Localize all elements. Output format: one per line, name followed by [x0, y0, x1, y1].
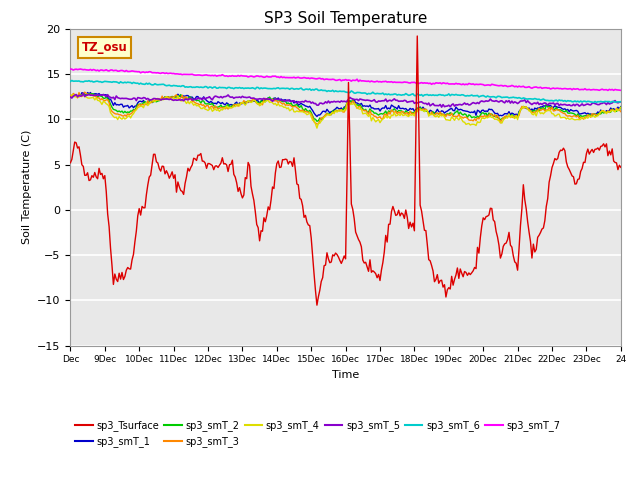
sp3_smT_3	[294, 106, 302, 111]
sp3_smT_1	[79, 90, 87, 96]
sp3_smT_5	[79, 91, 87, 96]
sp3_smT_1	[313, 114, 321, 120]
sp3_smT_5	[617, 99, 625, 105]
sp3_smT_6	[68, 78, 76, 84]
sp3_smT_3	[452, 113, 460, 119]
sp3_smT_5	[116, 96, 124, 101]
sp3_smT_2	[313, 119, 321, 124]
sp3_smT_4	[360, 110, 368, 116]
sp3_smT_1	[294, 103, 302, 108]
sp3_smT_7	[604, 87, 612, 93]
sp3_smT_4	[116, 115, 124, 121]
sp3_smT_5	[81, 94, 88, 99]
sp3_smT_2	[116, 109, 124, 115]
sp3_smT_1	[116, 101, 124, 107]
sp3_smT_1	[452, 104, 460, 110]
sp3_smT_2	[452, 109, 460, 115]
Title: SP3 Soil Temperature: SP3 Soil Temperature	[264, 11, 428, 26]
sp3_Tsurface	[67, 160, 74, 166]
sp3_smT_5	[359, 97, 367, 103]
sp3_smT_5	[433, 103, 441, 108]
sp3_smT_6	[359, 90, 367, 96]
sp3_smT_1	[86, 90, 94, 96]
sp3_smT_7	[67, 66, 74, 72]
sp3_smT_4	[313, 125, 321, 131]
Line: sp3_smT_6: sp3_smT_6	[70, 81, 621, 103]
sp3_smT_6	[81, 78, 88, 84]
sp3_smT_4	[67, 94, 74, 100]
sp3_smT_5	[438, 104, 445, 110]
sp3_smT_6	[589, 100, 597, 106]
Line: sp3_smT_5: sp3_smT_5	[70, 94, 621, 107]
sp3_smT_1	[67, 94, 74, 99]
Text: TZ_osu: TZ_osu	[81, 41, 127, 54]
sp3_smT_4	[452, 115, 460, 120]
X-axis label: Time: Time	[332, 370, 359, 380]
sp3_smT_4	[69, 92, 77, 97]
sp3_smT_4	[617, 105, 625, 110]
sp3_smT_3	[435, 111, 443, 117]
sp3_smT_7	[432, 80, 440, 86]
sp3_smT_7	[115, 68, 123, 74]
sp3_smT_1	[435, 109, 443, 115]
Y-axis label: Soil Temperature (C): Soil Temperature (C)	[22, 130, 32, 244]
sp3_smT_3	[313, 121, 321, 127]
sp3_smT_2	[79, 91, 87, 97]
sp3_smT_7	[293, 75, 301, 81]
sp3_smT_3	[67, 93, 74, 98]
sp3_smT_6	[116, 79, 124, 84]
sp3_Tsurface	[435, 280, 443, 286]
sp3_smT_2	[360, 108, 368, 113]
Line: sp3_smT_1: sp3_smT_1	[70, 93, 621, 117]
sp3_Tsurface	[452, 272, 460, 278]
sp3_smT_4	[294, 108, 302, 114]
sp3_smT_5	[294, 99, 302, 105]
Legend: sp3_Tsurface, sp3_smT_1, sp3_smT_2, sp3_smT_3, sp3_smT_4, sp3_smT_5, sp3_smT_6, : sp3_Tsurface, sp3_smT_1, sp3_smT_2, sp3_…	[76, 420, 561, 447]
sp3_smT_2	[67, 94, 74, 99]
sp3_smT_6	[451, 92, 458, 98]
sp3_smT_6	[67, 79, 74, 84]
sp3_smT_6	[617, 99, 625, 105]
sp3_smT_7	[617, 87, 625, 93]
sp3_smT_3	[81, 89, 88, 95]
sp3_smT_3	[116, 112, 124, 118]
sp3_smT_1	[360, 103, 368, 108]
sp3_smT_4	[435, 114, 443, 120]
sp3_Tsurface	[313, 302, 321, 308]
sp3_smT_2	[294, 104, 302, 109]
Line: sp3_smT_7: sp3_smT_7	[70, 69, 621, 90]
sp3_smT_7	[358, 78, 365, 84]
sp3_smT_3	[617, 109, 625, 115]
sp3_smT_2	[435, 111, 443, 117]
sp3_smT_3	[360, 108, 368, 114]
sp3_Tsurface	[617, 165, 625, 170]
sp3_smT_2	[617, 104, 625, 110]
sp3_smT_3	[79, 91, 87, 96]
sp3_Tsurface	[413, 33, 421, 39]
sp3_smT_5	[452, 102, 460, 108]
sp3_smT_6	[294, 86, 302, 92]
sp3_smT_7	[449, 81, 457, 87]
sp3_smT_1	[617, 104, 625, 109]
sp3_Tsurface	[359, 257, 367, 263]
sp3_smT_4	[81, 94, 88, 99]
Line: sp3_smT_2: sp3_smT_2	[70, 94, 621, 121]
sp3_smT_5	[67, 94, 74, 100]
Line: sp3_smT_3: sp3_smT_3	[70, 92, 621, 124]
sp3_smT_2	[88, 91, 96, 96]
sp3_Tsurface	[293, 181, 301, 187]
sp3_Tsurface	[115, 270, 123, 276]
sp3_Tsurface	[79, 164, 87, 169]
sp3_smT_6	[433, 93, 441, 98]
sp3_smT_7	[79, 67, 87, 72]
Line: sp3_smT_4: sp3_smT_4	[70, 95, 621, 128]
Line: sp3_Tsurface: sp3_Tsurface	[70, 36, 621, 305]
